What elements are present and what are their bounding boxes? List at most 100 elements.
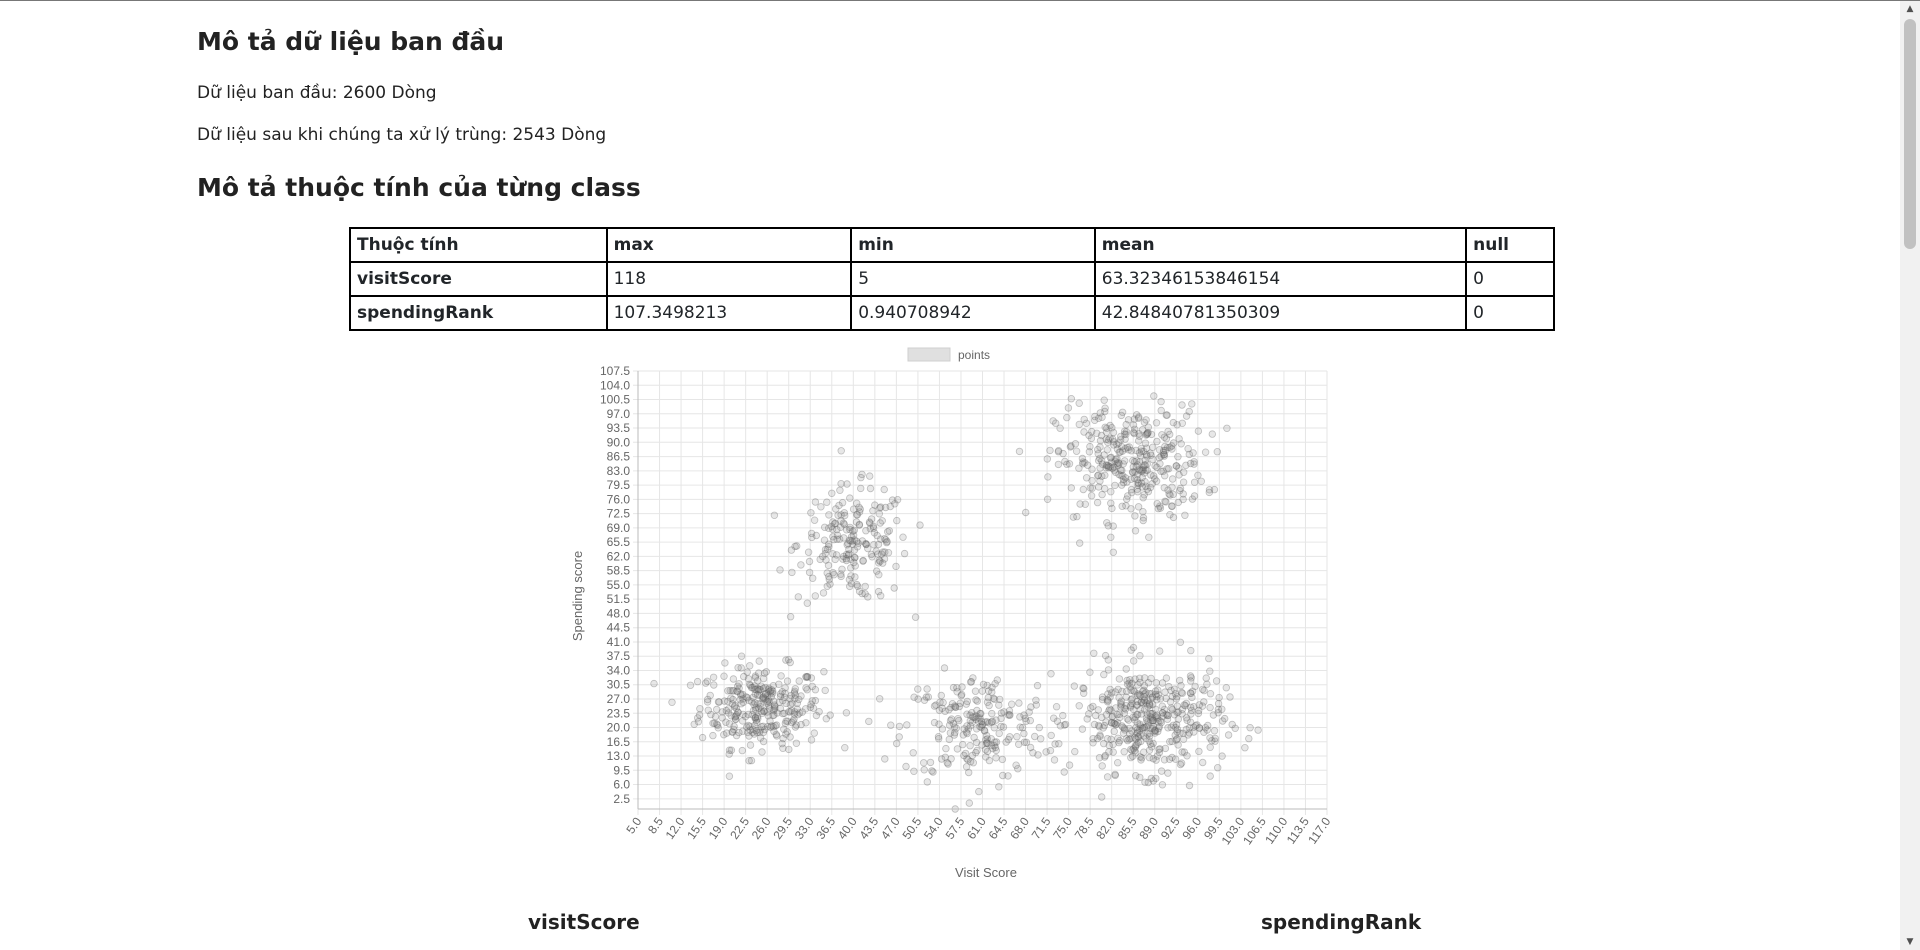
scatter-point [1122, 420, 1130, 429]
scatter-point [1149, 777, 1158, 785]
scatter-point [1152, 690, 1160, 699]
scatter-point [807, 700, 815, 708]
scatter-point [1153, 437, 1161, 446]
cell-min: 0.940708942 [850, 295, 1096, 331]
scatter-point [751, 699, 759, 707]
scatter-point [1102, 428, 1111, 436]
scatter-point [1086, 484, 1094, 492]
scatter-point [711, 712, 720, 721]
scatter-point [1107, 533, 1115, 541]
scatter-point [1141, 439, 1150, 447]
scatter-point [729, 687, 738, 695]
scatter-point [1160, 433, 1169, 441]
scatter-point [828, 489, 836, 497]
scatter-point [1080, 689, 1088, 697]
y-tick-label: 9.5 [613, 763, 630, 777]
scatter-point [1132, 462, 1140, 471]
scatter-point [1136, 730, 1144, 739]
scatter-point [812, 711, 821, 720]
scatter-point [1157, 767, 1166, 775]
scatter-point [722, 706, 730, 715]
scatter-point [807, 736, 816, 744]
scatter-point [960, 725, 968, 733]
scatter-point [761, 725, 769, 734]
cell-max: 107.3498213 [605, 295, 853, 331]
scatter-point [1037, 735, 1045, 743]
scatter-point [978, 721, 986, 729]
section-title-spendingrank: spendingRank [1261, 910, 1422, 934]
scatter-point [853, 499, 861, 507]
scatter-point [757, 703, 765, 711]
scatter-point [770, 702, 779, 711]
scatter-point [1142, 734, 1150, 742]
scatter-point [1176, 484, 1185, 493]
scatter-point [947, 703, 955, 712]
scatter-point [778, 739, 786, 748]
scatter-point [895, 733, 903, 741]
scatter-point [1119, 729, 1128, 737]
scatter-point [843, 541, 851, 549]
scatter-point [1159, 709, 1167, 717]
scroll-down-icon[interactable]: ▼ [1906, 937, 1914, 947]
scatter-point [1223, 424, 1231, 432]
scatter-point [1087, 434, 1096, 443]
scatter-point [1089, 739, 1097, 747]
scatter-point [1004, 772, 1012, 780]
scatter-point [1114, 685, 1122, 694]
scatter-point [978, 741, 986, 749]
scatter-point [1164, 724, 1172, 732]
scroll-up-icon[interactable]: ▲ [1906, 4, 1914, 14]
scatter-point [1112, 720, 1120, 728]
scatter-point [743, 728, 752, 737]
scatter-point [880, 555, 889, 563]
scatter-point [1169, 490, 1177, 499]
scatter-point [1155, 446, 1164, 454]
scatter-point [1137, 444, 1146, 453]
scatter-point [1224, 731, 1233, 739]
scrollbar-thumb[interactable] [1904, 19, 1916, 249]
scatter-point [991, 738, 999, 746]
scatter-point [1110, 719, 1118, 727]
scatter-point [738, 746, 746, 755]
scatter-point [724, 705, 733, 713]
scatter-point [893, 516, 901, 525]
scatter-point [1158, 679, 1167, 687]
scatter-point [726, 686, 734, 695]
scatter-point [1131, 713, 1139, 721]
scatter-point [765, 697, 773, 706]
scatter-point [1098, 457, 1106, 465]
scatter-point [1138, 425, 1147, 434]
scatter-point [802, 719, 810, 727]
scatter-point [1055, 740, 1063, 748]
scatter-point [1098, 762, 1106, 770]
scatter-point [1176, 729, 1184, 737]
scatter-point [1135, 691, 1144, 699]
scatter-point [1142, 689, 1150, 697]
scatter-point [939, 698, 947, 707]
x-tick-label: 75.0 [1050, 814, 1075, 841]
scatter-point [1102, 461, 1111, 469]
scatter-point [1109, 428, 1118, 437]
scatter-point [1144, 721, 1152, 729]
vertical-scrollbar[interactable]: ▲ ▼ [1900, 1, 1920, 950]
scatter-point [780, 693, 789, 701]
scatter-point [1153, 463, 1161, 471]
scatter-point [1135, 458, 1144, 466]
scatter-point [990, 695, 999, 703]
scatter-point [1104, 522, 1112, 530]
scatter-point [1187, 646, 1195, 655]
scatter-point [1186, 689, 1195, 697]
scatter-point [963, 729, 971, 738]
scatter-point [1022, 738, 1031, 746]
scatter-point [1103, 773, 1112, 781]
scatter-point [773, 709, 781, 717]
scatter-point [1143, 485, 1151, 493]
scatter-point [1160, 452, 1168, 460]
scatter-point [1131, 716, 1139, 724]
scatter-point [1043, 455, 1051, 463]
scatter-point [1254, 726, 1262, 734]
scatter-point [1145, 753, 1154, 762]
scatter-point [749, 693, 757, 702]
chart-legend[interactable]: points [907, 347, 990, 362]
scatter-point [788, 568, 796, 577]
